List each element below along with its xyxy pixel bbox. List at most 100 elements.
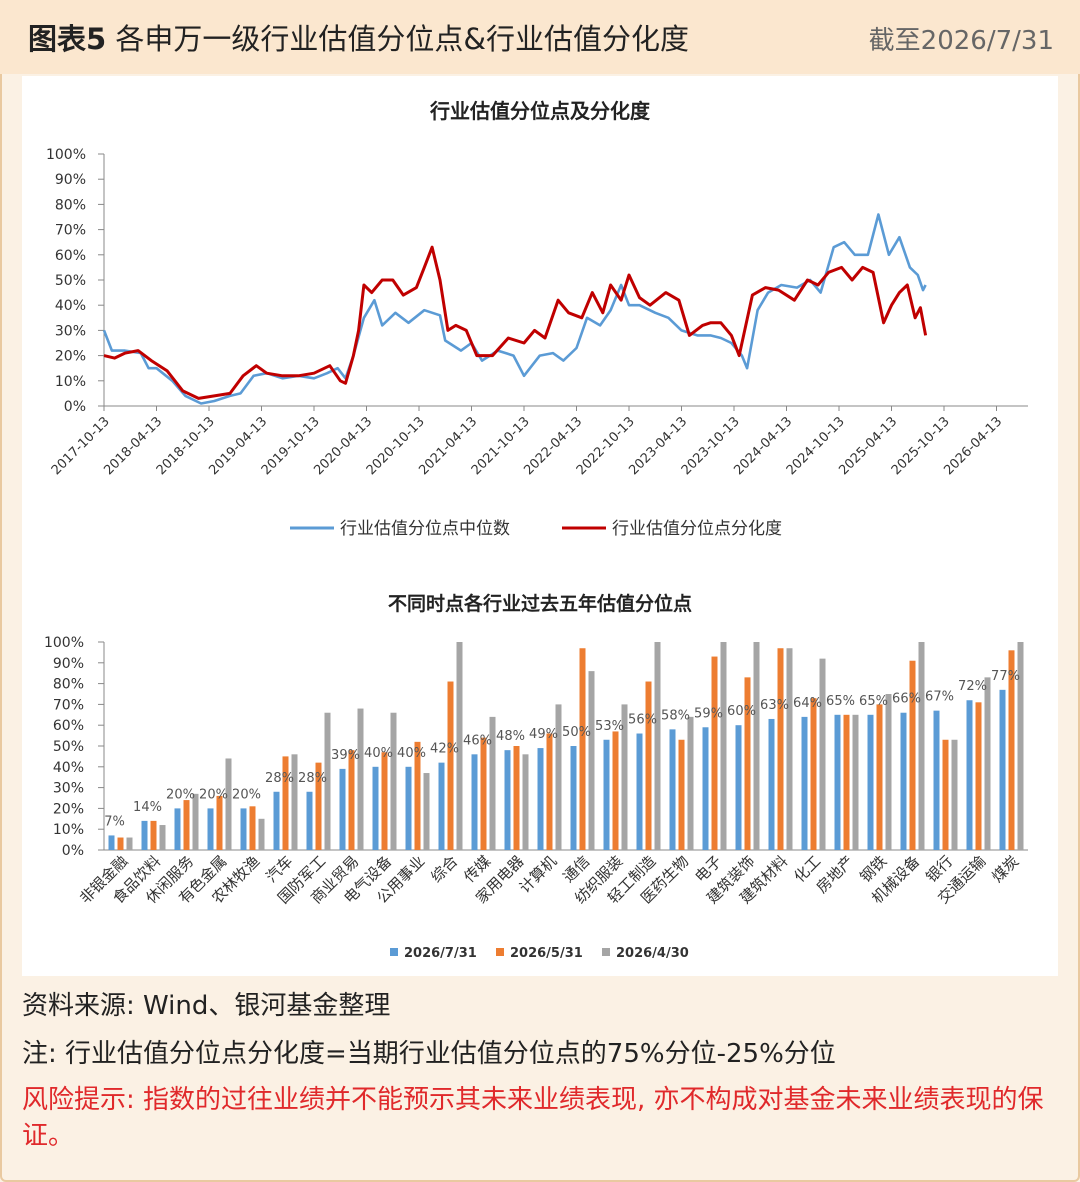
y-tick-label: 20% [55,349,86,365]
bar [504,750,511,850]
data-label: 28% [298,771,327,786]
category-label: 综合 [427,852,461,886]
bar [291,754,298,850]
bar [537,748,544,850]
bar [513,746,520,850]
data-label: 42% [430,742,459,757]
legend-label: 2026/4/30 [616,946,689,961]
bar [942,739,949,850]
bar [159,825,166,850]
y-tick-label: 10% [53,822,84,838]
y-tick-label: 90% [53,656,84,672]
line-chart: 行业估值分位点及分化度 0% 10% 20% 30% 40% 50% 60% 70% 80% 90%… [46,99,1028,539]
bar [423,773,430,850]
bar [867,714,874,850]
y-tick-label: 20% [53,801,84,817]
bar [273,791,280,850]
bar [183,800,190,850]
figure-caption: 各申万一级行业估值分位点&行业估值分化度 [106,22,690,56]
bar [456,642,463,850]
bar [282,756,289,850]
bar [126,837,133,850]
legend-label: 2026/5/31 [510,946,583,961]
bar [786,648,793,850]
y-tick-label: 50% [55,273,86,289]
bar [654,642,661,850]
data-label: 49% [529,727,558,742]
bar [933,710,940,850]
bar [414,741,421,850]
data-label: 65% [859,694,888,709]
y-tick-label: 90% [55,172,86,188]
y-tick-label: 60% [55,248,86,264]
y-tick-label: 0% [64,399,86,415]
data-label: 67% [925,690,954,705]
bar [579,648,586,850]
bar [471,754,478,850]
bar [405,766,412,850]
bar [636,733,643,850]
bar [357,708,364,850]
y-tick-label: 0% [62,843,84,859]
data-label: 63% [760,698,789,713]
legend-swatch [602,948,610,956]
data-label: 40% [397,746,426,761]
header-bar: 图表5 各申万一级行业估值分位点&行业估值分化度 截至2026/7/31 [0,0,1080,74]
line-chart-title: 行业估值分位点及分化度 [429,99,651,123]
bar [324,712,331,850]
data-label: 46% [463,733,492,748]
legend-label: 2026/7/31 [404,946,477,961]
bar [819,658,826,850]
bar [588,671,595,850]
bar [669,729,676,850]
y-tick-label: 10% [55,374,86,390]
y-tick-label: 70% [55,223,86,239]
bar [612,731,619,850]
bar [348,750,355,850]
bar [150,820,157,850]
data-label: 20% [232,787,261,802]
bar [108,835,115,850]
bar [249,806,256,850]
bar [480,737,487,850]
data-label: 28% [265,771,294,786]
bar [570,746,577,850]
median-series-line [102,213,927,405]
data-label: 20% [166,787,195,802]
bar [876,704,883,850]
y-tick-label: 100% [46,147,86,163]
bar [522,754,529,850]
category-label: 房地产 [813,852,858,897]
bar [744,677,751,850]
bar [645,681,652,850]
data-label: 48% [496,729,525,744]
bar [447,681,454,850]
dispersion-series-line [103,245,928,400]
bar [225,758,232,850]
bar [735,725,742,850]
bar [117,837,124,850]
bar [555,704,562,850]
bar [141,820,148,850]
bar [834,714,841,850]
bar [843,714,850,850]
bar [711,656,718,850]
bar [1008,650,1015,850]
bar [489,716,496,850]
legend-swatch [496,948,504,956]
bar [951,739,958,850]
chart-panel: 行业估值分位点及分化度 0% 10% 20% 30% 40% 50% 60% 70% 80% 90%… [22,76,1058,976]
data-label: 59% [694,706,723,721]
bar [621,704,628,850]
bar [885,694,892,850]
figure-title: 图表5 各申万一级行业估值分位点&行业估值分化度 [28,16,689,58]
bar [810,698,817,850]
bar [240,808,247,850]
bar [339,768,346,850]
y-tick-label: 70% [53,697,84,713]
y-tick-label: 40% [53,760,84,776]
bar [372,766,379,850]
legend-swatch [390,948,398,956]
y-tick-label: 80% [53,677,84,693]
bar [306,791,313,850]
